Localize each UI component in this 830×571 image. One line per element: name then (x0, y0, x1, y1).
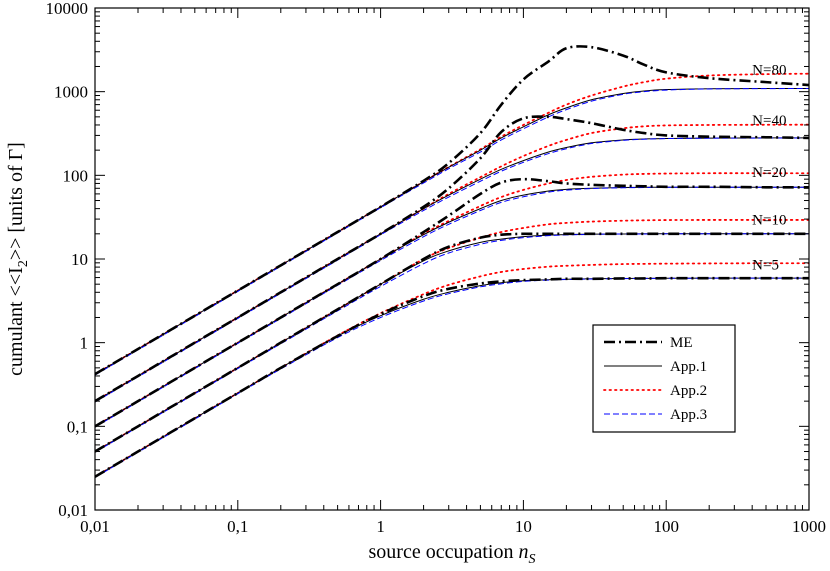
series-me-n20 (95, 177, 809, 428)
axis-ticks (94, 7, 810, 511)
y-axis-title: cumulant <<I2>> [units of Γ] (5, 142, 31, 376)
legend: ME App.1 App.2 App.3 (592, 324, 736, 433)
y-tick-label: 1000 (54, 83, 88, 102)
y-tick-label: 10 (71, 250, 88, 269)
curve-label-n40: N=40 (752, 113, 786, 129)
y-tick-label: 0,01 (58, 501, 88, 520)
curve-label-n5: N=5 (752, 257, 779, 273)
series-me-n80 (95, 45, 809, 376)
legend-items: ME App.1 App.2 App.3 (603, 335, 707, 423)
legend-label-app1: App.1 (670, 359, 707, 375)
x-tick-label: 0,01 (80, 517, 110, 536)
series-me-n10 (95, 232, 809, 453)
curve-label-n20: N=20 (752, 165, 786, 181)
series-me-n40 (95, 115, 809, 403)
series-layer (95, 45, 809, 478)
y-tick-label: 1 (80, 334, 89, 353)
axis-tick-labels: 0,01 0,1 1 10 100 1000 0,01 0,1 1 10 100 1000 10000 (46, 0, 827, 536)
plot-frame (94, 7, 810, 511)
x-axis-title: source occupation nS (369, 541, 536, 567)
legend-label-app3: App.3 (670, 407, 707, 423)
legend-label-app2: App.2 (670, 383, 707, 399)
y-tick-label: 0,1 (67, 417, 88, 436)
y-tick-label: 10000 (46, 0, 89, 18)
x-tick-label: 0,1 (227, 517, 248, 536)
curve-label-n10: N=10 (752, 212, 786, 228)
y-tick-label: 100 (63, 166, 89, 185)
series-me-n5 (95, 276, 809, 478)
x-tick-label: 1000 (792, 517, 826, 536)
x-tick-label: 100 (653, 517, 679, 536)
x-tick-label: 10 (515, 517, 532, 536)
curve-annotations: N=80 N=40 N=20 N=10 N=5 (752, 63, 786, 274)
curve-label-n80: N=80 (752, 63, 786, 79)
legend-label-me: ME (670, 335, 693, 351)
x-tick-label: 1 (376, 517, 385, 536)
